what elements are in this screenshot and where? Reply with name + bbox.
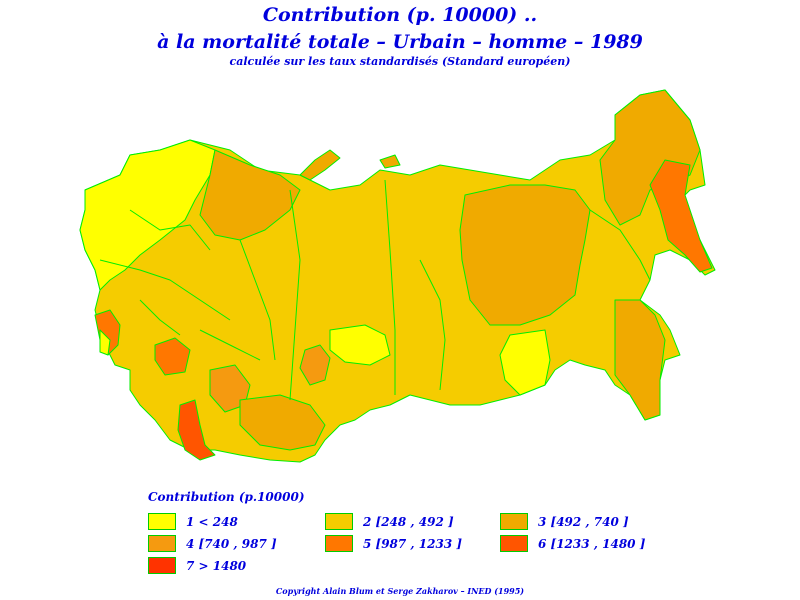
legend-item-2: 2 [248 , 492 ] (325, 513, 454, 530)
legend-item-6: 6 [1233 , 1480 ] (500, 535, 645, 552)
legend-swatch-6 (500, 535, 528, 552)
map-region-kamchatka (649, 159, 713, 273)
copyright-text: Copyright Alain Blum et Serge Zakharov –… (275, 586, 525, 596)
legend-label-2: 2 [248 , 492 ] (363, 514, 454, 529)
map-region-caucasus-red (177, 399, 216, 461)
legend-swatch-1 (148, 513, 176, 530)
legend-label-4: 4 [740 , 987 ] (186, 536, 277, 551)
map-region-northwest (199, 149, 301, 241)
legend-item-4: 4 [740 , 987 ] (148, 535, 277, 552)
map-region-urals (299, 344, 331, 386)
legend-swatch-5 (325, 535, 353, 552)
legend-swatch-7 (148, 557, 176, 574)
legend-item-7: 7 > 1480 (148, 557, 246, 574)
legend-label-1: 1 < 248 (186, 514, 238, 529)
map-subtitle: à la mortalité totale – Urbain – homme –… (157, 31, 643, 53)
legend-label-3: 3 [492 , 740 ] (538, 514, 629, 529)
map-region-central-red (154, 337, 191, 376)
legend-swatch-4 (148, 535, 176, 552)
legend-item-5: 5 [987 , 1233 ] (325, 535, 462, 552)
map-region-fareast-south (614, 299, 666, 421)
map-title: Contribution (p. 10000) .. (262, 4, 538, 26)
map-internal-borders (99, 179, 651, 401)
legend-title: Contribution (p.10000) (148, 490, 305, 504)
map-region-west (79, 139, 216, 291)
map-region-south-siberia-2 (329, 324, 391, 366)
legend-label-6: 6 [1233 , 1480 ] (538, 536, 646, 551)
legend-swatch-3 (500, 513, 528, 530)
map-region-siberia (459, 184, 591, 326)
map-caption: calculée sur les taux standardisés (Stan… (229, 55, 571, 68)
legend-label-5: 5 [987 , 1233 ] (363, 536, 463, 551)
legend-item-1: 1 < 248 (148, 513, 238, 530)
map-island-arctic (379, 154, 401, 169)
map-region-south-siberia-1 (499, 329, 551, 396)
legend-swatch-2 (325, 513, 353, 530)
map-region-southwest-yellow (99, 329, 111, 356)
map-region-northeast (599, 89, 701, 226)
legend-label-7: 7 > 1480 (186, 558, 247, 573)
legend-item-3: 3 [492 , 740 ] (500, 513, 629, 530)
map-island-novaya-zemlya (299, 149, 341, 181)
